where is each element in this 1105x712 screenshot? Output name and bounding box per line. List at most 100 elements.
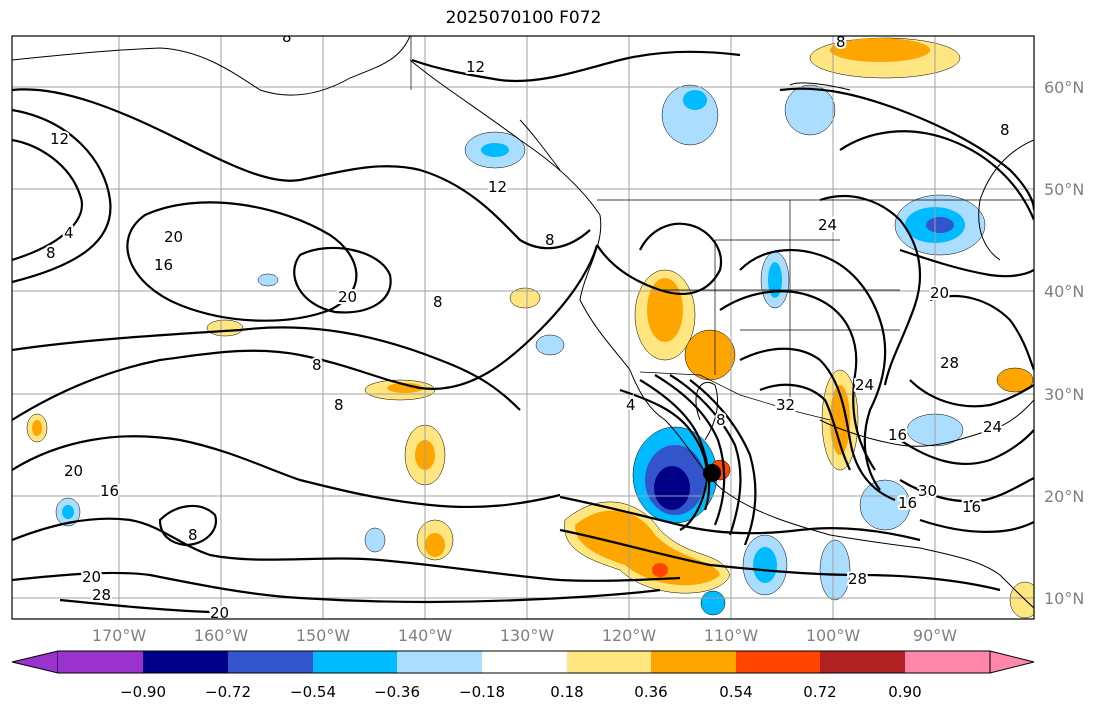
- graticule: [12, 36, 1034, 619]
- anomaly-positive: [32, 420, 42, 436]
- anomaly-positive: [830, 385, 850, 455]
- contour-label: 28: [940, 354, 959, 372]
- contour-lines: [12, 50, 1034, 614]
- contour-label: 4: [626, 396, 636, 414]
- colorbar-tick-label: 0.54: [719, 683, 752, 701]
- contour-label: 30: [918, 482, 937, 500]
- colorbar-tick-label: 0.36: [634, 683, 667, 701]
- latitude-labels: 60°N 50°N 40°N 30°N 20°N 10°N: [1044, 78, 1084, 608]
- lon-label: 170°W: [92, 626, 147, 645]
- colorbar-segment: [989, 650, 1035, 674]
- contour-label: 20: [930, 284, 949, 302]
- anomaly-negative: [683, 90, 707, 110]
- anomaly-positive: [652, 563, 668, 577]
- contour-label: 16: [962, 498, 981, 516]
- contour-label: 32: [776, 396, 795, 414]
- lat-label: 30°N: [1044, 385, 1084, 404]
- colorbar-tick-label: −0.36: [374, 683, 420, 701]
- contour-label: 8: [1000, 121, 1010, 139]
- anomaly-negative: [753, 547, 777, 583]
- colorbar-segment: [313, 651, 397, 673]
- anomaly-negative: [257, 273, 279, 287]
- lon-label: 110°W: [704, 626, 759, 645]
- contour-label: 8: [188, 526, 198, 544]
- lon-label: 130°W: [500, 626, 555, 645]
- anomaly-negative: [926, 217, 954, 233]
- colorbar-tick-label: 0.90: [888, 683, 921, 701]
- contour-label: 12: [488, 178, 507, 196]
- contour-label: 8: [312, 356, 322, 374]
- map-frame: [11, 35, 1035, 620]
- longitude-labels: 170°W 160°W 150°W 140°W 130°W 120°W 110°…: [92, 626, 957, 645]
- lon-label: 90°W: [913, 626, 957, 645]
- colorbar-segment: [905, 651, 990, 673]
- anomaly-positive: [996, 367, 1034, 393]
- anomaly-negative: [819, 539, 851, 601]
- colorbar-segment: [397, 651, 482, 673]
- contour-label: 24: [818, 216, 837, 234]
- contour-label: 16: [154, 256, 173, 274]
- contour-label: 24: [855, 376, 874, 394]
- anomaly-positive: [387, 383, 423, 393]
- lat-label: 10°N: [1044, 589, 1084, 608]
- contour-label: 8: [716, 411, 726, 429]
- lon-label: 120°W: [602, 626, 657, 645]
- contour-label: 28: [92, 586, 111, 604]
- colorbar-segment: [228, 651, 313, 673]
- contour-label: 8: [282, 28, 292, 46]
- anomaly-negative: [535, 334, 565, 356]
- shaded-anomalies: [26, 37, 1034, 619]
- colorbar-segment: [143, 651, 228, 673]
- colorbar-tick-label: −0.90: [120, 683, 166, 701]
- lat-label: 20°N: [1044, 487, 1084, 506]
- colorbar-segment: [11, 650, 59, 674]
- contour-label: 8: [334, 396, 344, 414]
- contour-label: 8: [46, 244, 56, 262]
- colorbar-tick-label: 0.72: [803, 683, 836, 701]
- anomaly-negative: [784, 84, 836, 136]
- colorbar-segment: [651, 651, 736, 673]
- anomaly-positive: [509, 287, 541, 309]
- colorbar-tick-label: 0.18: [550, 683, 583, 701]
- colorbar-segment: [58, 651, 143, 673]
- contour-label: 20: [338, 288, 357, 306]
- anomaly-negative: [364, 527, 386, 553]
- anomaly-positive: [206, 319, 244, 337]
- colorbar-tick-label: −0.18: [459, 683, 505, 701]
- lon-label: 140°W: [398, 626, 453, 645]
- lon-label: 100°W: [806, 626, 861, 645]
- contour-label: 4: [64, 224, 74, 242]
- colorbar-segment: [567, 651, 651, 673]
- colorbar: −0.90 −0.72 −0.54 −0.36 −0.18 0.18 0.36 …: [11, 650, 1035, 701]
- anomaly-negative: [768, 262, 782, 298]
- lat-label: 40°N: [1044, 282, 1084, 301]
- lat-label: 60°N: [1044, 78, 1084, 97]
- contour-label-group: 12 12 12 8 8 8 8 8 4 20 20 16 20 8 8 4 2…: [44, 28, 1012, 619]
- contour-label: 20: [164, 228, 183, 246]
- map-title: 2025070100 F072: [445, 8, 602, 28]
- anomaly-negative: [481, 143, 509, 157]
- contour-label: 20: [82, 568, 101, 586]
- contour-label: 24: [983, 418, 1002, 436]
- contour-label: 16: [898, 494, 917, 512]
- lon-label: 160°W: [194, 626, 249, 645]
- anomaly-negative: [859, 479, 911, 531]
- contour-label: 8: [433, 293, 443, 311]
- contour-label: 8: [545, 231, 555, 249]
- colorbar-segment: [736, 651, 820, 673]
- anomaly-positive: [425, 533, 445, 557]
- lon-label: 150°W: [296, 626, 351, 645]
- colorbar-tick-label: −0.54: [290, 683, 336, 701]
- contour-label: 20: [64, 462, 83, 480]
- anomaly-positive: [684, 329, 736, 381]
- contour-label: 12: [466, 58, 485, 76]
- colorbar-ticks: −0.90 −0.72 −0.54 −0.36 −0.18 0.18 0.36 …: [120, 683, 922, 701]
- anomaly-positive: [575, 510, 720, 586]
- anomaly-negative: [62, 505, 74, 519]
- contour-label: 16: [888, 426, 907, 444]
- contour-label: 28: [848, 570, 867, 588]
- contour-label: 16: [100, 482, 119, 500]
- lat-label: 50°N: [1044, 180, 1084, 199]
- map-background: [12, 36, 1034, 619]
